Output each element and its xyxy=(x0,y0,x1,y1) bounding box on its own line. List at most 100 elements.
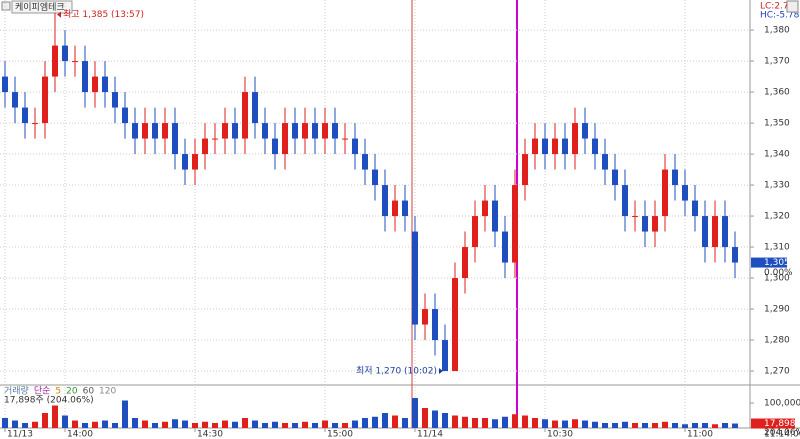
legend-entry: 60 xyxy=(83,387,95,397)
candle-body xyxy=(222,123,228,139)
volume-bar xyxy=(192,423,198,428)
y-tick-label: 1,360 xyxy=(764,88,790,98)
candle-body xyxy=(502,231,508,263)
volume-bar xyxy=(302,421,308,428)
candle-body xyxy=(542,138,548,155)
candle-body xyxy=(62,45,68,62)
x-tick-label: 11:00 xyxy=(687,430,713,439)
volume-bar xyxy=(322,420,328,428)
candle-body xyxy=(42,76,48,124)
last-price-label: 1,305 xyxy=(764,258,790,268)
volume-bar xyxy=(512,414,518,428)
candle-body xyxy=(142,123,148,139)
candle-body xyxy=(132,123,138,139)
volume-bar xyxy=(422,408,428,428)
volume-bar xyxy=(212,423,218,428)
volume-bar xyxy=(632,423,638,428)
volume-bar xyxy=(532,418,538,428)
candle-body xyxy=(92,76,98,93)
candle-body xyxy=(362,154,368,170)
annotation-arrow xyxy=(439,368,443,375)
candle-body xyxy=(522,154,528,186)
volume-ratio-label: 204.06% xyxy=(764,428,800,438)
candle-body xyxy=(162,123,168,139)
volume-bar xyxy=(342,423,348,428)
volume-bar xyxy=(612,423,618,428)
volume-bar xyxy=(122,400,128,428)
annotation-arrow xyxy=(57,11,61,18)
volume-bar xyxy=(592,421,598,428)
volume-bar xyxy=(282,423,288,428)
candle-body xyxy=(732,247,738,263)
high-annotation: 최고 1,385 (13:57) xyxy=(63,9,144,20)
volume-bar xyxy=(112,423,118,428)
settings-button[interactable] xyxy=(786,0,799,13)
volume-bar xyxy=(222,420,228,428)
candle-body xyxy=(352,138,358,155)
volume-bar xyxy=(662,421,668,428)
candle-body xyxy=(702,216,708,248)
candle-body xyxy=(282,123,288,155)
y-tick-label: 1,300 xyxy=(764,274,790,284)
y-tick-label: 1,280 xyxy=(764,336,790,346)
candle-body xyxy=(662,169,668,217)
x-tick-label: 14:30 xyxy=(197,430,223,439)
volume-bar xyxy=(202,421,208,428)
candle-body xyxy=(262,123,268,139)
legend-entry: 단순 xyxy=(34,386,51,397)
volume-bar xyxy=(402,418,408,428)
legend-entry: 20 xyxy=(66,387,78,397)
y-tick-label: 1,330 xyxy=(764,181,790,191)
candle-body xyxy=(202,138,208,155)
menu-icon[interactable] xyxy=(1,1,11,11)
volume-bar xyxy=(382,413,388,428)
volume-bar xyxy=(312,423,318,428)
candle-body xyxy=(312,123,318,139)
volume-bar xyxy=(2,418,8,428)
volume-tick-label: 100,000 xyxy=(764,399,800,409)
cursor-time: 11:14:00 xyxy=(764,430,800,439)
volume-bar xyxy=(522,415,528,428)
stock-name-box[interactable] xyxy=(11,0,73,14)
candle-body xyxy=(212,138,218,140)
candle-body xyxy=(602,154,608,170)
volume-bar xyxy=(102,420,108,428)
candle-body xyxy=(612,169,618,186)
y-tick-label: 1,270 xyxy=(764,367,790,377)
candle-body xyxy=(412,231,418,325)
candle-body xyxy=(402,200,408,217)
y-tick-label: 1,290 xyxy=(764,305,790,315)
volume-bar xyxy=(362,418,368,428)
candle-body xyxy=(642,216,648,232)
x-tick-label: 10:30 xyxy=(547,430,573,439)
candle-body xyxy=(32,123,38,125)
volume-bar xyxy=(482,418,488,428)
volume-bar xyxy=(412,398,418,428)
volume-last-box xyxy=(751,418,795,429)
legend-entry: 거래량 xyxy=(4,385,29,397)
x-tick-label: 11/14 xyxy=(417,430,443,439)
y-tick-label: 1,310 xyxy=(764,243,790,253)
volume-bar xyxy=(82,423,88,428)
candle-body xyxy=(322,123,328,139)
legend-entry: 5 xyxy=(55,387,61,397)
volume-bar xyxy=(242,418,248,428)
candle-body xyxy=(492,200,498,232)
volume-bar xyxy=(712,424,718,428)
candle-body xyxy=(622,185,628,217)
volume-bar xyxy=(232,421,238,428)
volume-bar xyxy=(52,405,58,428)
candle-body xyxy=(572,123,578,155)
x-tick-label: 14:00 xyxy=(67,430,93,439)
candle-body xyxy=(22,107,28,124)
legend-entry: 120 xyxy=(99,387,116,397)
volume-bar xyxy=(602,423,608,428)
candle-body xyxy=(82,61,88,93)
volume-bar xyxy=(12,420,18,428)
candle-body xyxy=(672,169,678,186)
volume-bar xyxy=(572,419,578,428)
candle-body xyxy=(512,185,518,263)
